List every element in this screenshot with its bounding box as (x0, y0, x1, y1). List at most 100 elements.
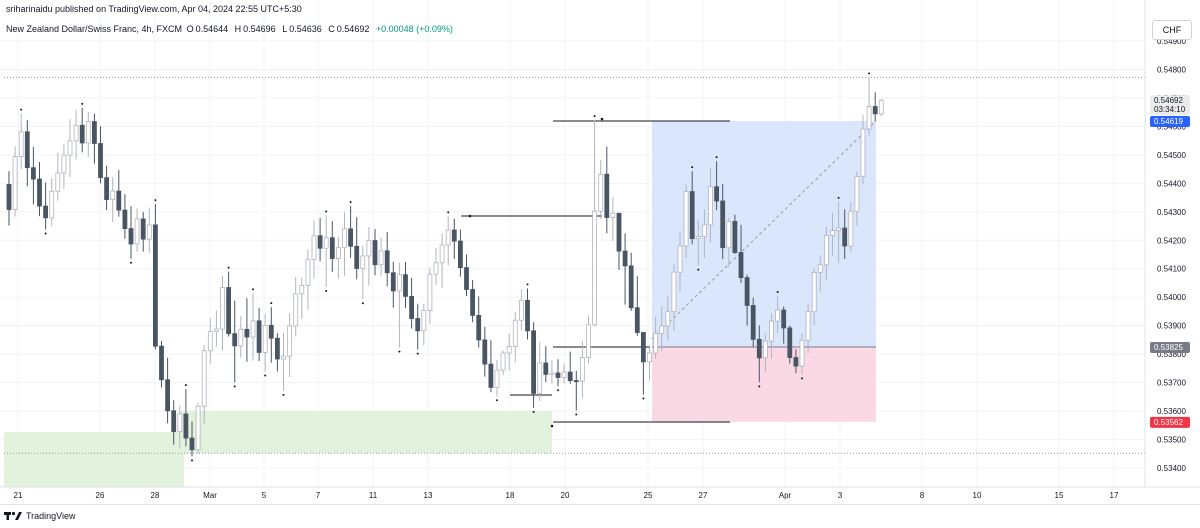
candle (665, 296, 671, 342)
candle (177, 405, 183, 449)
candle-body (116, 190, 122, 211)
price-tick-label: 0.53500 (1157, 436, 1186, 445)
candle-body (274, 337, 280, 360)
candle (659, 306, 665, 352)
candle (104, 165, 109, 211)
candle (720, 183, 726, 260)
candle-body (226, 287, 232, 335)
candle (457, 229, 463, 277)
candle-body (409, 295, 415, 319)
candle-body (494, 369, 500, 388)
candle (519, 289, 524, 331)
symbol-name[interactable]: New Zealand Dollar/Swiss Franc, 4h, FXCM (6, 24, 183, 34)
fractal-low-dot (496, 399, 498, 402)
candle (195, 402, 201, 454)
candle-body (817, 264, 823, 273)
entry-price-label: 0.53825 (1154, 343, 1183, 352)
candle (689, 171, 695, 245)
price-tick-label: 0.54800 (1157, 65, 1186, 74)
footer-brand: TradingView (26, 511, 76, 521)
candle-body (519, 299, 524, 321)
low-label: L (282, 24, 288, 34)
candle-body (85, 121, 91, 144)
candle-body (580, 357, 585, 382)
candle (647, 347, 652, 381)
candle (396, 262, 402, 348)
candle-body (573, 380, 579, 383)
fractal-low-dot (325, 289, 328, 292)
candle-body (732, 221, 738, 253)
candle-body (372, 240, 378, 266)
candle-body (104, 177, 109, 200)
candle (85, 111, 91, 158)
candle (494, 359, 500, 397)
candle (354, 217, 360, 280)
candle (256, 307, 262, 361)
candle (726, 218, 732, 268)
candle (409, 277, 415, 329)
currency-button[interactable]: CHF (1152, 20, 1192, 40)
candle (311, 220, 317, 279)
candle-body (665, 311, 671, 327)
candle (683, 184, 689, 258)
candle-body (854, 176, 860, 212)
candle-body (171, 410, 177, 432)
ray-point (468, 214, 472, 218)
current-price-badge (1150, 95, 1190, 116)
candle (6, 171, 12, 226)
candle-body (677, 245, 683, 273)
candle (372, 228, 378, 276)
candle (342, 212, 347, 276)
candle (854, 171, 860, 226)
time-tick-label: 28 (151, 491, 160, 500)
fractal-low-dot (575, 413, 578, 416)
candle-body (403, 274, 408, 297)
price-tick-label: 0.53400 (1157, 464, 1186, 473)
candle (641, 331, 646, 395)
candle-body (37, 178, 42, 207)
footer-divider (0, 504, 1200, 505)
candle-body (775, 309, 780, 322)
candle-body (335, 247, 341, 259)
candle-body (378, 250, 384, 266)
fractal-high-dot (776, 291, 779, 294)
candle (262, 313, 268, 372)
candle-body (708, 186, 713, 226)
fractal-low-dot (398, 350, 401, 353)
fractal-low-dot (557, 389, 559, 392)
candle-body (805, 311, 811, 341)
candle (171, 400, 177, 445)
candle-body (549, 372, 555, 375)
candle (769, 313, 774, 359)
time-tick-label: 20 (561, 491, 570, 500)
fractal-high-dot (184, 384, 187, 387)
fractal-high-dot (20, 108, 23, 111)
candle (305, 249, 311, 310)
high-value: 0.54696 (243, 24, 276, 34)
candle (842, 209, 848, 260)
time-tick-label: 7 (316, 491, 321, 500)
candle (30, 146, 36, 205)
candle-body (348, 228, 354, 247)
candle-body (787, 327, 793, 358)
price-tick-label: 0.53600 (1157, 407, 1186, 416)
candle-body (24, 131, 30, 169)
candle-body (134, 218, 140, 245)
candle (348, 206, 354, 258)
candle-body (250, 320, 256, 338)
time-tick-label: 18 (506, 491, 515, 500)
candle-body (622, 250, 628, 267)
candle (738, 224, 744, 283)
candle (561, 363, 567, 384)
candle-body (830, 230, 835, 236)
candle (512, 312, 518, 363)
candle-body (43, 205, 48, 219)
candle-body (659, 325, 665, 334)
candle-body (555, 372, 561, 378)
fractal-low-dot (416, 352, 419, 355)
close-label: C (328, 24, 335, 34)
candle-body (183, 413, 189, 439)
candle-body (592, 210, 597, 326)
candle-body (146, 224, 152, 240)
